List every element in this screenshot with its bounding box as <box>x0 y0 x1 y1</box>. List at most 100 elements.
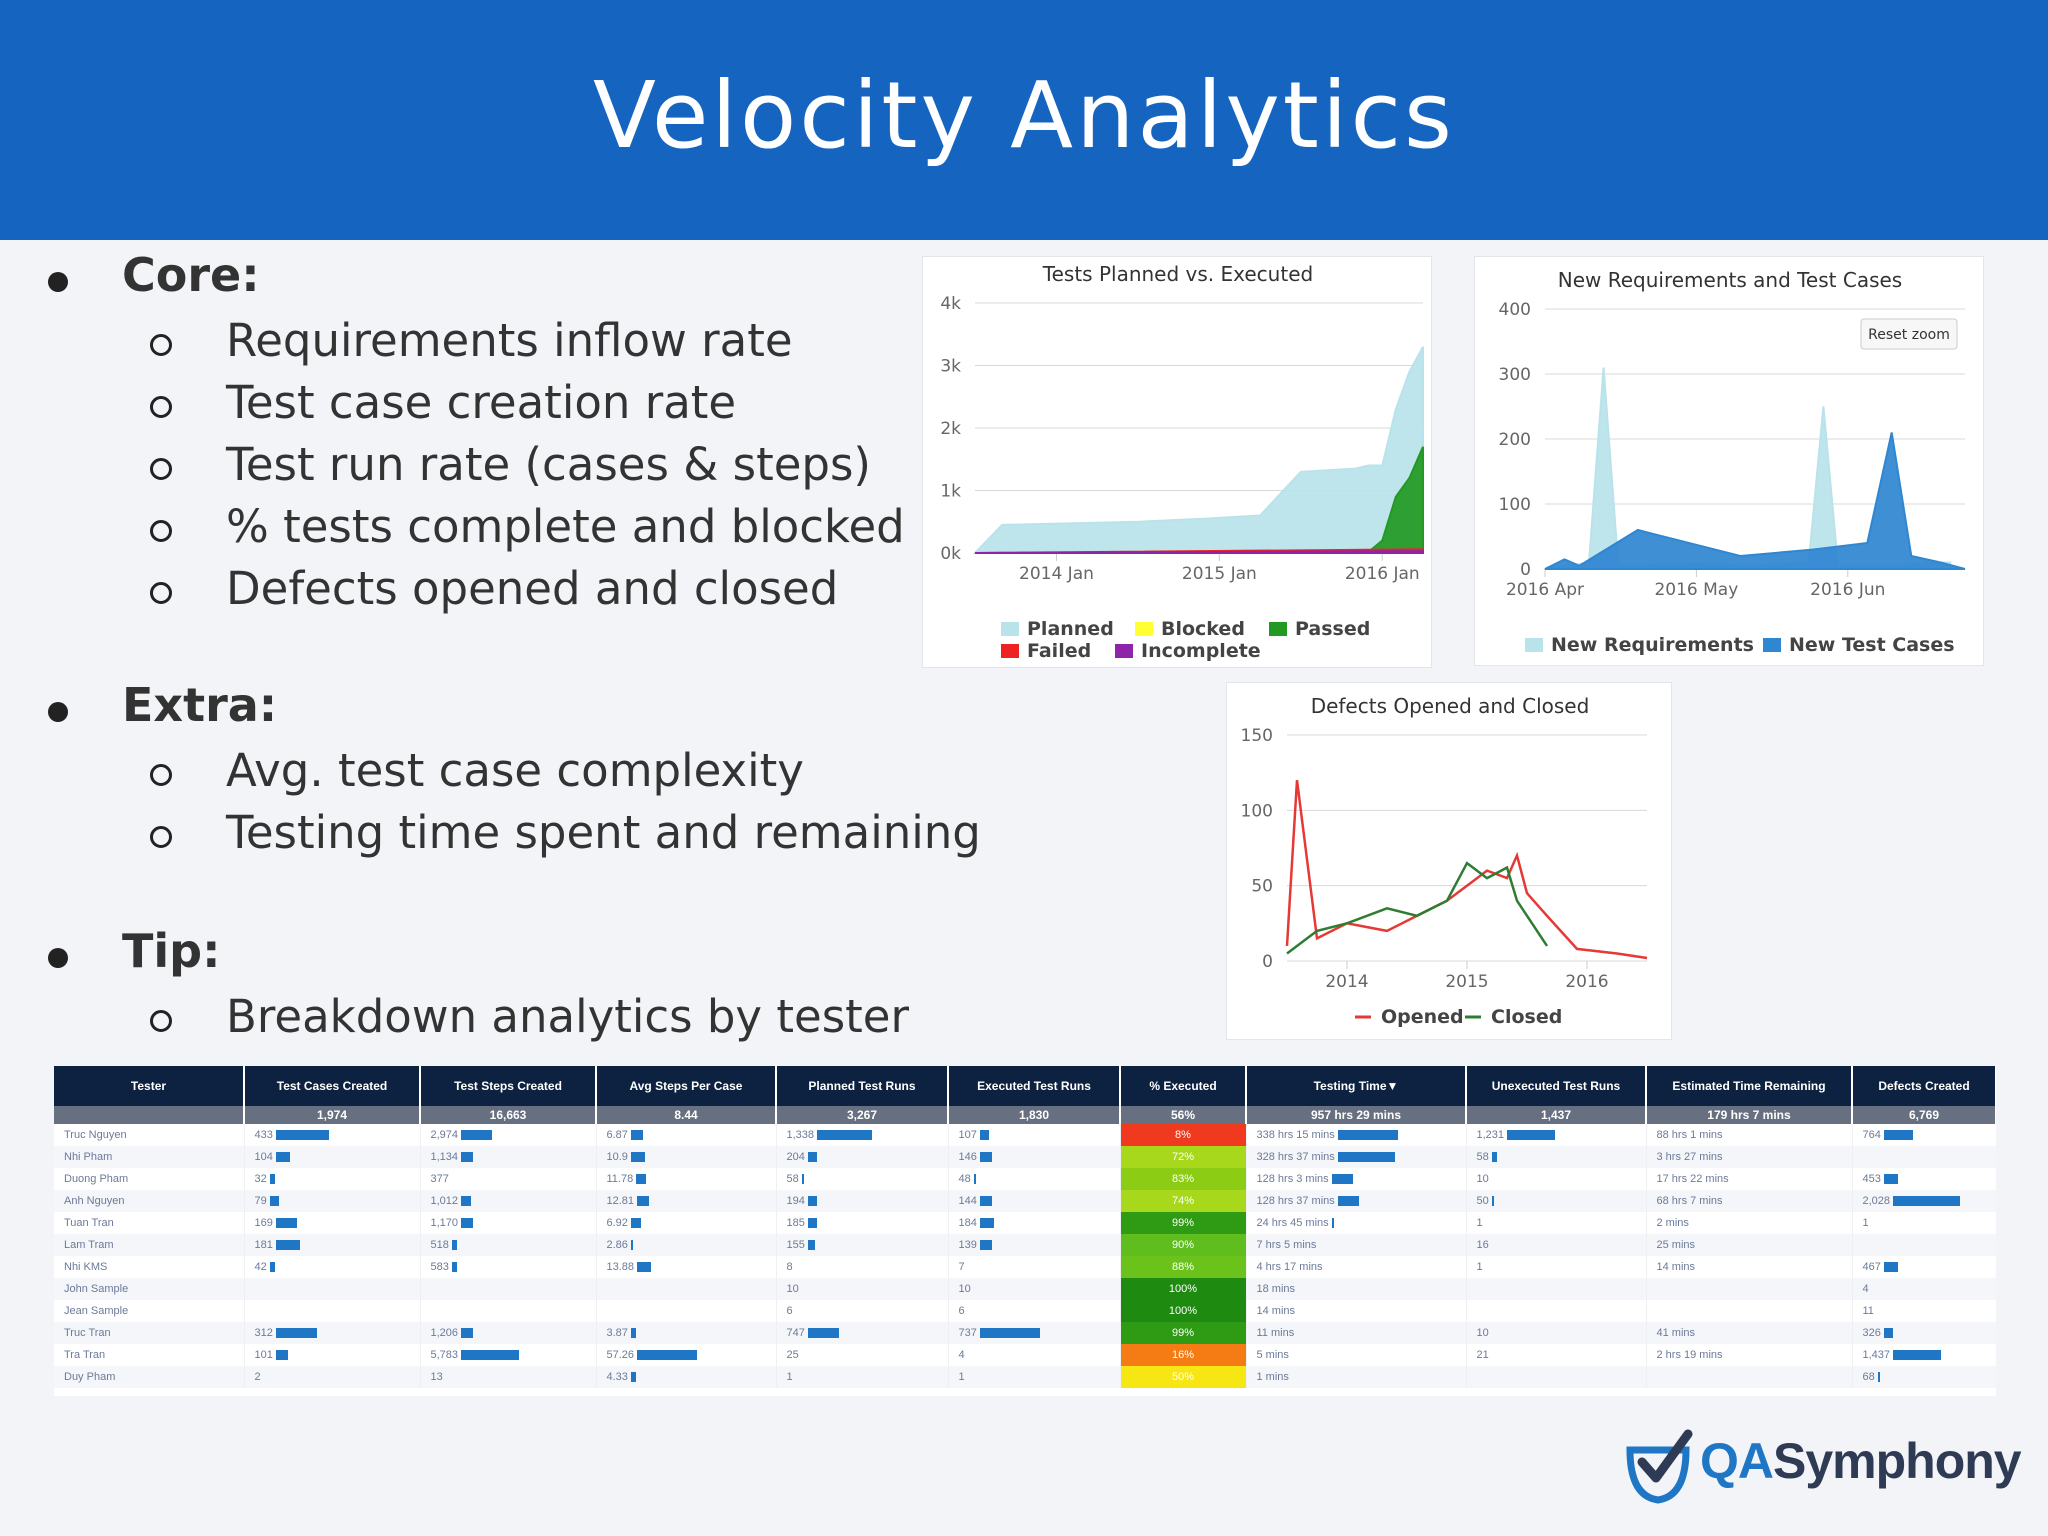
table-cell: 101 <box>244 1344 421 1366</box>
reset-zoom-button[interactable]: Reset zoom <box>1860 318 1958 350</box>
cell-value: 3 hrs 27 mins <box>1656 1151 1723 1163</box>
cell-value: 1 <box>1862 1217 1869 1229</box>
cell-value: 58 <box>786 1173 799 1185</box>
table-row[interactable]: Tra Tran 101 5,783 57.26 25 4 16% 5 mins 21 2 hrs… <box>54 1344 1996 1366</box>
table-cell <box>244 1278 421 1300</box>
cell-value: 169 <box>254 1217 273 1229</box>
chart-panel-defects: Defects Opened and Closed 0 50 100 150 2014 20… <box>1226 682 1672 1040</box>
table-cell: 4.33 <box>596 1366 777 1388</box>
value-bar <box>807 1328 840 1339</box>
column-header[interactable]: Estimated Time Remaining <box>1646 1066 1853 1106</box>
cell-value: 4 hrs 17 mins <box>1256 1261 1323 1273</box>
table-row[interactable]: Truc Tran 312 1,206 3.87 747 737 99% 11 mins 10 4… <box>54 1322 1996 1344</box>
table-cell: 1,338 <box>776 1124 949 1146</box>
table-row[interactable]: Anh Nguyen 79 1,012 12.81 194 144 74% 128 hrs 3… <box>54 1190 1996 1212</box>
table-cell: 104 <box>244 1146 421 1168</box>
y-tick-label: 200 <box>1499 430 1531 450</box>
cell-value: 72% <box>1171 1151 1195 1163</box>
table-cell: 90% <box>1120 1234 1247 1256</box>
value-bar <box>461 1130 493 1141</box>
table-cell: 8 <box>776 1256 949 1278</box>
table-cell: 10 <box>948 1278 1121 1300</box>
tests-planned-executed-chart: Tests Planned vs. Executed 0k 1k 2k 3k 4k 2014… <box>940 262 1424 662</box>
cell-value: 88% <box>1171 1261 1195 1273</box>
table-cell: 1,206 <box>420 1322 597 1344</box>
cell-value: 8% <box>1175 1129 1191 1141</box>
cell-value: 10 <box>1476 1173 1489 1185</box>
value-bar <box>630 1240 634 1251</box>
x-tick-label: 2014 <box>1325 972 1368 992</box>
table-cell <box>1646 1366 1853 1388</box>
column-header[interactable]: Test Steps Created <box>420 1066 597 1106</box>
chart-panel-requirements: New Requirements and Test Cases 0 100 200 30… <box>1474 256 1984 666</box>
cell-value: 107 <box>958 1129 977 1141</box>
table-cell: 1,170 <box>420 1212 597 1234</box>
tester-name-cell: Tuan Tran <box>54 1212 245 1234</box>
table-row[interactable]: Duy Pham 2 13 4.33 1 1 50% 1 mins 68 <box>54 1366 1996 1388</box>
legend-swatch <box>1001 622 1019 636</box>
core-item: % tests complete and blocked <box>226 500 905 553</box>
value-bar <box>269 1262 275 1273</box>
cell-value: 101 <box>254 1349 273 1361</box>
series-area <box>1544 432 1966 570</box>
table-row[interactable]: Lam Tram 181 518 2.86 155 139 90% 7 hrs 5 mins 1… <box>54 1234 1996 1256</box>
table-cell: 79 <box>244 1190 421 1212</box>
table-row[interactable]: John Sample 10 10 100% 18 mins 4 <box>54 1278 1996 1300</box>
table-cell: 518 <box>420 1234 597 1256</box>
table-row[interactable]: Duong Pham 32 377 11.78 58 48 83% 128 hrs 3 min… <box>54 1168 1996 1190</box>
table-cell: 10 <box>1466 1168 1647 1190</box>
table-cell: 1 <box>1466 1212 1647 1234</box>
table-cell: 1 mins <box>1246 1366 1467 1388</box>
bullet-ring <box>150 396 172 418</box>
table-cell: 8% <box>1120 1124 1247 1146</box>
column-header[interactable]: Unexecuted Test Runs <box>1466 1066 1647 1106</box>
cell-value: 737 <box>958 1327 977 1339</box>
table-cell: 2,974 <box>420 1124 597 1146</box>
bullet-dot <box>48 948 68 968</box>
cell-value: 1 mins <box>1256 1371 1289 1383</box>
value-bar <box>1883 1328 1894 1339</box>
column-header[interactable]: Defects Created <box>1852 1066 1996 1106</box>
value-bar <box>275 1152 291 1163</box>
x-tick-label: 2016 <box>1565 972 1608 992</box>
cell-value: Duong Pham <box>64 1173 129 1185</box>
cell-value: 4 <box>1862 1283 1869 1295</box>
table-cell <box>1466 1278 1647 1300</box>
table-row[interactable]: Nhi Pham 104 1,134 10.9 204 146 72% 328 hrs 37 … <box>54 1146 1996 1168</box>
cell-value: 377 <box>430 1173 449 1185</box>
table-cell: 99% <box>1120 1322 1247 1344</box>
column-header[interactable]: % Executed <box>1120 1066 1247 1106</box>
value-bar <box>1331 1218 1335 1229</box>
table-cell: 14 mins <box>1246 1300 1467 1322</box>
cell-value: 1 <box>1476 1217 1483 1229</box>
tester-name-cell: Nhi KMS <box>54 1256 245 1278</box>
column-header[interactable]: Planned Test Runs <box>776 1066 949 1106</box>
cell-value: 155 <box>786 1239 805 1251</box>
value-bar <box>637 1196 650 1207</box>
table-row[interactable]: Jean Sample 6 6 100% 14 mins 11 <box>54 1300 1996 1322</box>
cell-value: 5 mins <box>1256 1349 1289 1361</box>
legend-swatch <box>1525 638 1543 652</box>
column-header[interactable]: Executed Test Runs <box>948 1066 1121 1106</box>
y-tick-label: 150 <box>1241 726 1273 746</box>
table-row[interactable]: Truc Nguyen 433 2,974 6.87 1,338 107 8% 338 hrs… <box>54 1124 1996 1146</box>
x-tick-label: 2014 Jan <box>1019 564 1094 584</box>
tester-name-cell: Duy Pham <box>54 1366 245 1388</box>
legend-swatch <box>1763 638 1781 652</box>
column-header[interactable]: Avg Steps Per Case <box>596 1066 777 1106</box>
table-cell: 144 <box>948 1190 1121 1212</box>
cell-value: 58 <box>1476 1151 1489 1163</box>
table-cell: 1 <box>776 1366 949 1388</box>
column-header[interactable]: Tester <box>54 1066 245 1106</box>
column-header[interactable]: Testing Time▼ <box>1246 1066 1467 1106</box>
cell-value: 128 hrs 3 mins <box>1256 1173 1329 1185</box>
cell-value: 10 <box>958 1283 971 1295</box>
value-bar <box>1877 1372 1881 1383</box>
cell-value: 11 <box>1862 1305 1874 1317</box>
table-cell: 6.87 <box>596 1124 777 1146</box>
table-row[interactable]: Tuan Tran 169 1,170 6.92 185 184 99% 24 hrs 45 … <box>54 1212 1996 1234</box>
column-header[interactable]: Test Cases Created <box>244 1066 421 1106</box>
table-row[interactable]: Nhi KMS 42 583 13.88 8 7 88% 4 hrs 17 mins 1 14 m… <box>54 1256 1996 1278</box>
table-cell: 139 <box>948 1234 1121 1256</box>
cell-value: 100% <box>1168 1305 1198 1317</box>
